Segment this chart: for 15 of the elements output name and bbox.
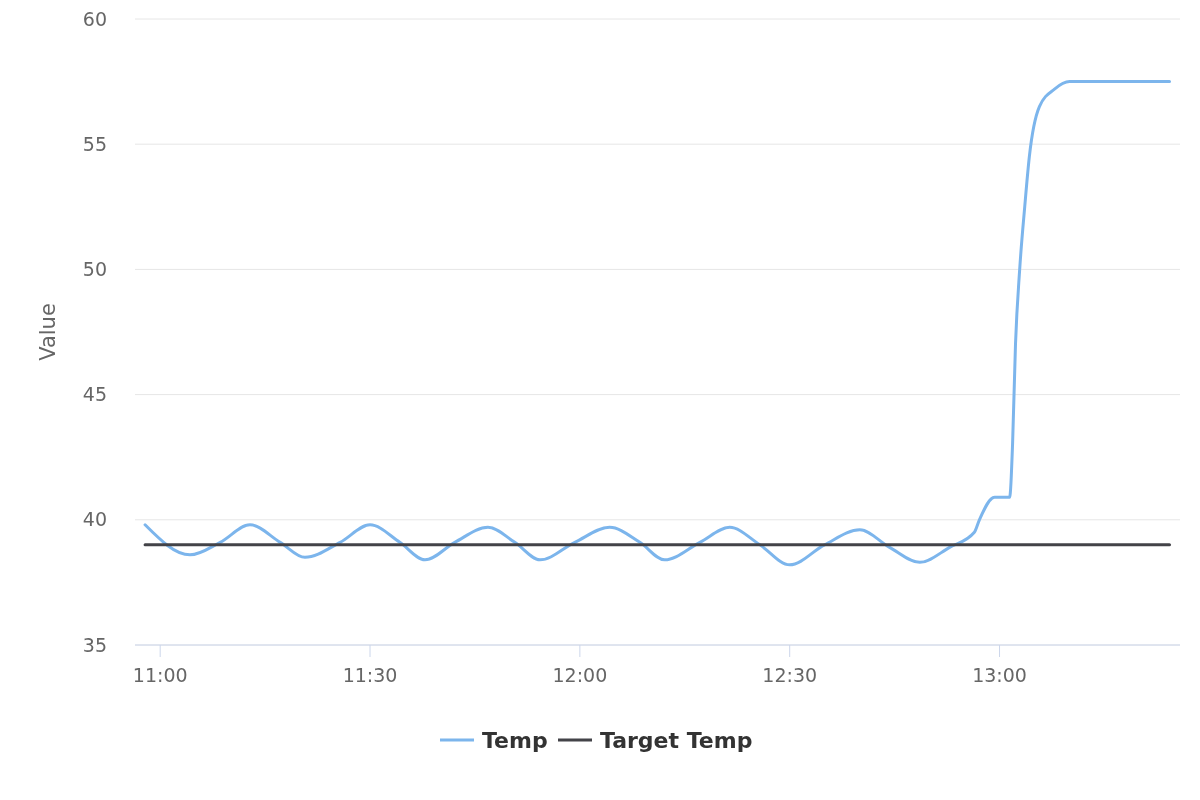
x-tick-label: 12:00 bbox=[552, 664, 608, 686]
y-tick-label: 60 bbox=[82, 7, 107, 30]
legend-label: Temp bbox=[482, 727, 548, 753]
y-tick-label: 35 bbox=[82, 633, 107, 656]
x-tick-label: 11:30 bbox=[342, 664, 398, 686]
y-axis-title: Value bbox=[36, 303, 60, 361]
legend-label: Target Temp bbox=[600, 727, 753, 753]
y-tick-label: 45 bbox=[82, 383, 107, 406]
line-series bbox=[143, 80, 1172, 567]
y-tick-label: 40 bbox=[82, 508, 107, 531]
y-tick-label: 50 bbox=[82, 258, 107, 281]
x-tick-label: 11:00 bbox=[132, 664, 188, 686]
y-tick-label: 55 bbox=[82, 132, 107, 155]
x-tick-label: 13:00 bbox=[972, 664, 1027, 686]
x-tick-label: 12:30 bbox=[762, 664, 818, 686]
